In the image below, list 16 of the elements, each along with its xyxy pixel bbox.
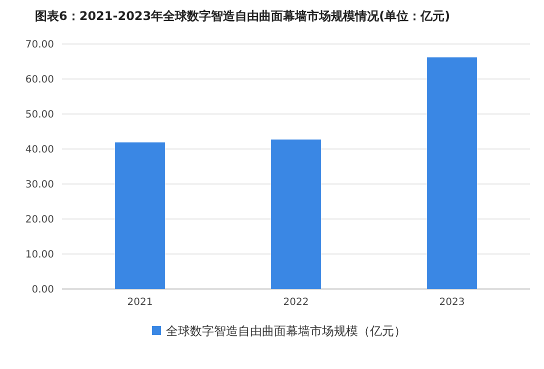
- bar: [271, 140, 321, 289]
- y-tick-label: 20.00: [25, 214, 54, 226]
- legend-label: 全球数字智造自由曲面幕墙市场规模（亿元）: [166, 324, 406, 338]
- y-tick-label: 50.00: [25, 110, 54, 120]
- y-tick-label: 40.00: [25, 144, 54, 156]
- y-tick-label: 0.00: [32, 284, 54, 296]
- y-tick-label: 60.00: [25, 74, 54, 86]
- x-tick-label: 2023: [439, 297, 465, 308]
- chart-title: 图表6：2021-2023年全球数字智造自由曲面幕墙市场规模情况(单位：亿元): [35, 9, 450, 23]
- bar: [115, 142, 165, 289]
- x-tick-label: 2021: [127, 297, 153, 308]
- bar: [427, 57, 477, 289]
- y-tick-label: 70.00: [25, 40, 54, 50]
- y-tick-label: 30.00: [25, 180, 54, 190]
- y-tick-label: 10.00: [25, 250, 54, 260]
- x-tick-label: 2022: [283, 297, 309, 308]
